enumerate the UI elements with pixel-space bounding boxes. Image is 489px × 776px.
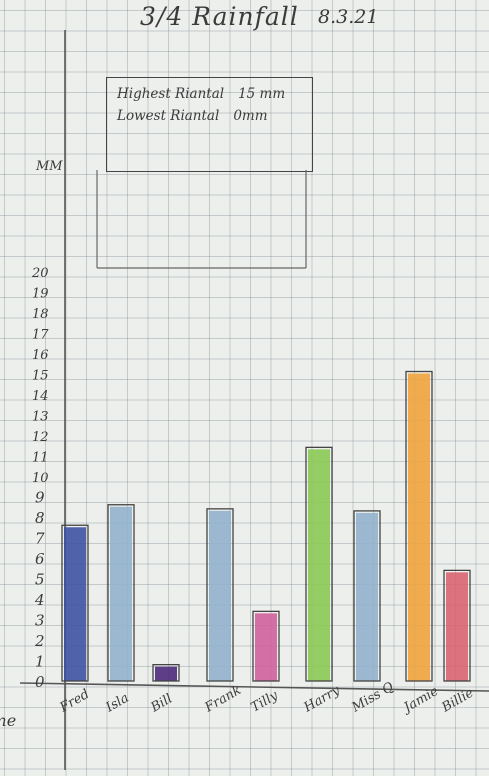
x-tick-label: Jamie xyxy=(399,684,442,717)
chart-date: 8.3.21 xyxy=(318,6,379,28)
y-tick-label: 7 xyxy=(35,530,45,548)
bar-isla xyxy=(110,506,132,681)
y-tick-label: 10 xyxy=(32,471,49,486)
highest-rainfall-value: 15 mm xyxy=(238,86,286,102)
y-tick-label: 12 xyxy=(32,430,49,445)
y-tick-label: 19 xyxy=(32,287,49,302)
y-tick-label: 8 xyxy=(35,509,45,527)
y-tick-label: 6 xyxy=(35,550,45,568)
bar-outline xyxy=(206,508,234,682)
y-tick-label: 4 xyxy=(34,591,45,609)
y-tick-label: 3 xyxy=(35,612,45,630)
lowest-rainfall-row: Lowest Riantal 0mm xyxy=(117,108,268,124)
y-tick-label: 2 xyxy=(34,632,45,650)
rainfall-summary-box: Highest Riantal 15 mm Lowest Riantal 0mm xyxy=(106,77,313,172)
y-tick-label: 11 xyxy=(32,451,49,466)
bar-outline xyxy=(305,446,333,682)
y-tick-label: 18 xyxy=(32,307,49,322)
y-tick-label: 5 xyxy=(35,571,45,589)
y-tick-label: 20 xyxy=(31,266,49,281)
bar-jamie xyxy=(408,373,430,681)
x-tick-label: Tilly xyxy=(249,688,282,716)
lowest-rainfall-value: 0mm xyxy=(233,108,268,124)
x-axis-label: Name xyxy=(0,711,16,730)
bar-harry xyxy=(308,449,330,681)
bar-outline xyxy=(252,610,280,682)
bar-outline xyxy=(405,370,433,682)
bar-outline xyxy=(152,664,180,682)
x-tick-label: Miss Q xyxy=(349,680,397,716)
bar-outline xyxy=(443,569,471,682)
y-tick-label: 1 xyxy=(35,653,45,671)
y-tick-label: 13 xyxy=(32,410,49,425)
x-tick-label: Fred xyxy=(57,687,92,716)
y-tick-label: 14 xyxy=(32,389,49,404)
y-tick-label: 0 xyxy=(35,673,45,691)
y-axis-unit-label: MM xyxy=(35,159,63,174)
highest-rainfall-label: Highest Riantal xyxy=(117,86,225,102)
y-tick-label: 15 xyxy=(32,369,49,384)
highest-rainfall-row: Highest Riantal 15 mm xyxy=(117,86,285,102)
bar-tilly xyxy=(255,613,277,681)
x-tick-label: Bill xyxy=(148,691,175,716)
chart-title: 3/4 Rainfall xyxy=(140,2,299,31)
y-tick-label: 16 xyxy=(32,348,49,363)
bar-outline xyxy=(107,504,135,682)
bar-fred xyxy=(64,527,86,681)
bar-billie xyxy=(446,572,468,681)
bar-bill xyxy=(155,666,177,681)
bar-miss-q xyxy=(356,512,378,681)
bar-frank xyxy=(209,510,231,681)
lowest-rainfall-label: Lowest Riantal xyxy=(117,108,220,124)
y-tick-label: 9 xyxy=(35,489,45,507)
bar-outline xyxy=(353,510,381,682)
x-tick-label: Isla xyxy=(103,691,132,716)
x-axis-line xyxy=(19,682,489,692)
bar-outline xyxy=(61,524,89,682)
y-tick-label: 17 xyxy=(32,328,49,343)
x-tick-label: Frank xyxy=(202,683,244,716)
